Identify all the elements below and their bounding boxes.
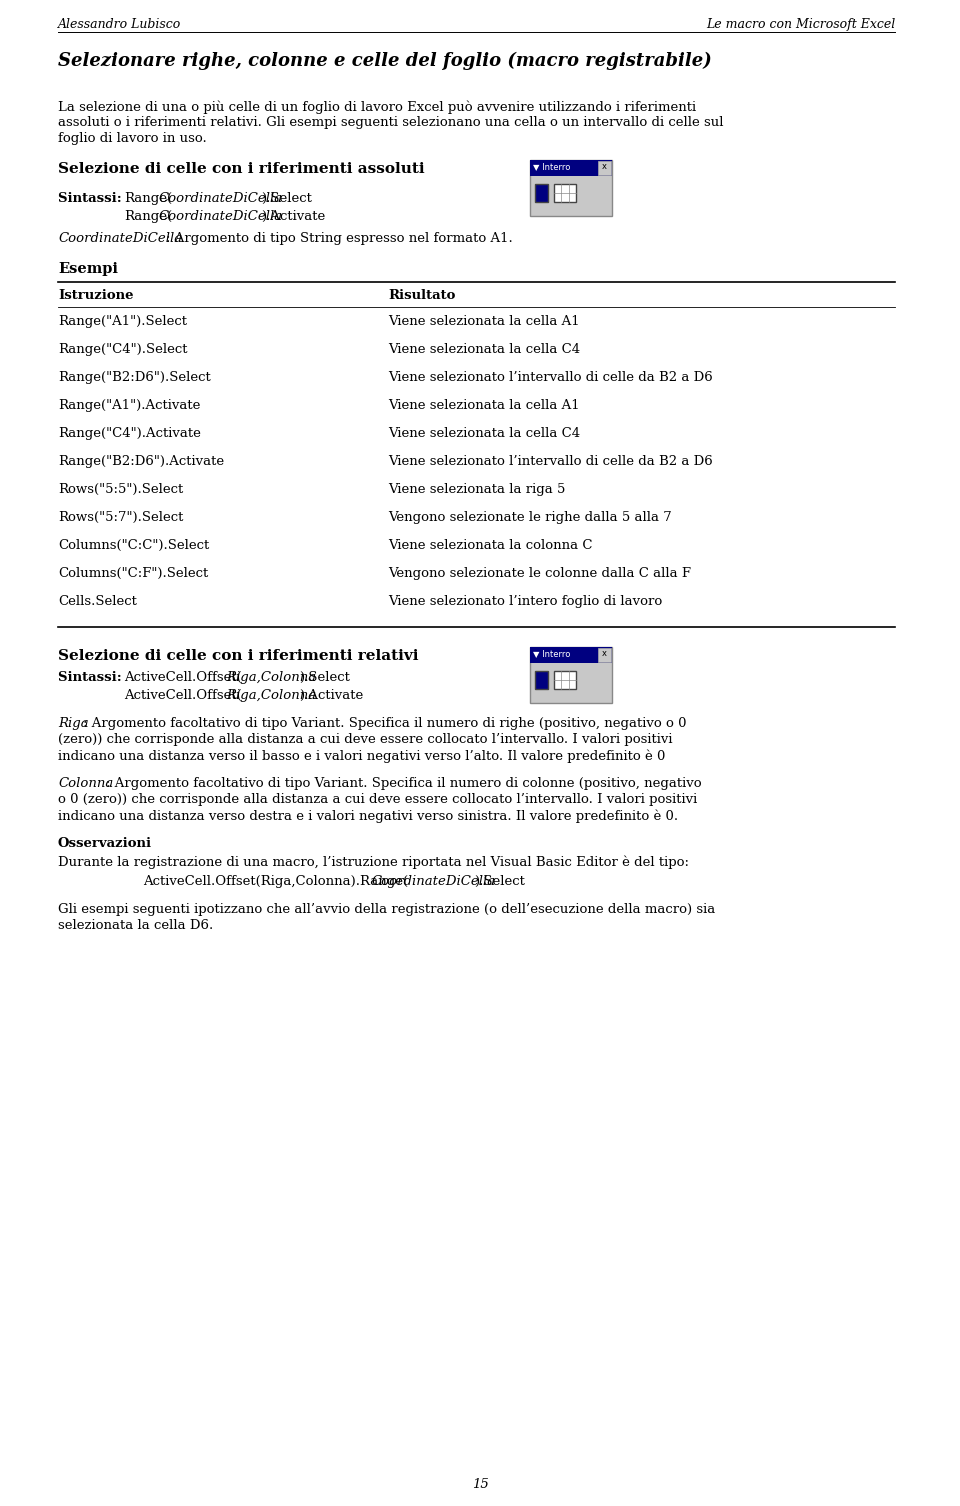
Text: Rows("5:7").Select: Rows("5:7").Select [58, 511, 183, 524]
Text: ▼ Interro: ▼ Interro [533, 649, 570, 658]
Text: Range("A1").Activate: Range("A1").Activate [58, 399, 201, 413]
Text: Viene selezionata la cella A1: Viene selezionata la cella A1 [388, 399, 580, 413]
Text: indicano una distanza verso destra e i valori negativi verso sinistra. Il valore: indicano una distanza verso destra e i v… [58, 809, 678, 822]
FancyBboxPatch shape [598, 161, 611, 175]
Text: Sintassi:: Sintassi: [58, 672, 131, 684]
Text: : Argomento facoltativo di tipo Variant. Specifica il numero di righe (positivo,: : Argomento facoltativo di tipo Variant.… [83, 717, 686, 730]
Text: Viene selezionata la cella C4: Viene selezionata la cella C4 [388, 343, 580, 355]
Text: Gli esempi seguenti ipotizzano che all’avvio della registrazione (o dell’esecuzi: Gli esempi seguenti ipotizzano che all’a… [58, 904, 715, 916]
Text: Sintassi:: Sintassi: [58, 191, 131, 205]
Text: Osservazioni: Osservazioni [58, 837, 152, 849]
Text: indicano una distanza verso il basso e i valori negativi verso l’alto. Il valore: indicano una distanza verso il basso e i… [58, 748, 665, 762]
Text: ▼ Interro: ▼ Interro [533, 163, 570, 172]
Text: o 0 (zero)) che corrisponde alla distanza a cui deve essere collocato l’interval: o 0 (zero)) che corrisponde alla distanz… [58, 794, 697, 806]
Text: ActiveCell.Offset(Riga,Colonna).Range(: ActiveCell.Offset(Riga,Colonna).Range( [143, 875, 408, 889]
Text: Durante la registrazione di una macro, l’istruzione riportata nel Visual Basic E: Durante la registrazione di una macro, l… [58, 855, 689, 869]
Text: selezionata la cella D6.: selezionata la cella D6. [58, 919, 213, 932]
FancyBboxPatch shape [530, 648, 612, 663]
Text: ActiveCell.Offset(: ActiveCell.Offset( [124, 672, 242, 684]
Text: ).Select: ).Select [474, 875, 525, 889]
Text: La selezione di una o più celle di un foglio di lavoro Excel può avvenire utiliz: La selezione di una o più celle di un fo… [58, 99, 696, 113]
Text: Viene selezionata la riga 5: Viene selezionata la riga 5 [388, 483, 565, 495]
FancyBboxPatch shape [530, 648, 612, 703]
Text: CoordinateDiCella: CoordinateDiCella [58, 232, 182, 245]
Text: Cells.Select: Cells.Select [58, 595, 137, 608]
FancyBboxPatch shape [598, 648, 611, 663]
Text: Colonna: Colonna [58, 777, 113, 791]
FancyBboxPatch shape [554, 184, 576, 202]
Text: Selezione di celle con i riferimenti assoluti: Selezione di celle con i riferimenti ass… [58, 163, 424, 176]
Text: Viene selezionata la colonna C: Viene selezionata la colonna C [388, 539, 592, 553]
Text: CoordinateDiCella: CoordinateDiCella [371, 875, 495, 889]
Text: : Argomento di tipo String espresso nel formato A1.: : Argomento di tipo String espresso nel … [166, 232, 513, 245]
Text: Istruzione: Istruzione [58, 289, 133, 303]
Text: ).Select: ).Select [261, 191, 312, 205]
Text: ).Activate: ).Activate [299, 690, 363, 702]
Text: (zero)) che corrisponde alla distanza a cui deve essere collocato l’intervallo. : (zero)) che corrisponde alla distanza a … [58, 733, 673, 745]
Text: foglio di lavoro in uso.: foglio di lavoro in uso. [58, 133, 206, 145]
Text: : Argomento facoltativo di tipo Variant. Specifica il numero di colonne (positiv: : Argomento facoltativo di tipo Variant.… [106, 777, 702, 791]
Text: Viene selezionato l’intervallo di celle da B2 a D6: Viene selezionato l’intervallo di celle … [388, 370, 712, 384]
Text: Range("A1").Select: Range("A1").Select [58, 315, 187, 328]
FancyBboxPatch shape [535, 184, 548, 202]
Text: Riga,Colonna: Riga,Colonna [226, 672, 316, 684]
Text: ActiveCell.Offset(: ActiveCell.Offset( [124, 690, 242, 702]
Text: Viene selezionata la cella A1: Viene selezionata la cella A1 [388, 315, 580, 328]
Text: Range("B2:D6").Activate: Range("B2:D6").Activate [58, 455, 224, 468]
Text: Columns("C:F").Select: Columns("C:F").Select [58, 566, 208, 580]
FancyBboxPatch shape [530, 160, 612, 215]
Text: Vengono selezionate le righe dalla 5 alla 7: Vengono selezionate le righe dalla 5 all… [388, 511, 672, 524]
Text: ).Select: ).Select [299, 672, 349, 684]
Text: 15: 15 [471, 1477, 489, 1491]
Text: Columns("C:C").Select: Columns("C:C").Select [58, 539, 209, 553]
Text: x: x [602, 649, 607, 658]
Text: Vengono selezionate le colonne dalla C alla F: Vengono selezionate le colonne dalla C a… [388, 566, 691, 580]
Text: x: x [602, 163, 607, 172]
Text: Range("C4").Select: Range("C4").Select [58, 343, 187, 355]
FancyBboxPatch shape [535, 672, 548, 690]
Text: Range("B2:D6").Select: Range("B2:D6").Select [58, 370, 211, 384]
Text: Alessandro Lubisco: Alessandro Lubisco [58, 18, 181, 32]
Text: Range(: Range( [124, 191, 172, 205]
Text: CoordinateDiCella: CoordinateDiCella [158, 191, 282, 205]
Text: Selezione di celle con i riferimenti relativi: Selezione di celle con i riferimenti rel… [58, 649, 419, 663]
Text: Risultato: Risultato [388, 289, 455, 303]
Text: Rows("5:5").Select: Rows("5:5").Select [58, 483, 183, 495]
Text: Range(: Range( [124, 209, 172, 223]
Text: Esempi: Esempi [58, 262, 118, 276]
Text: Range("C4").Activate: Range("C4").Activate [58, 428, 201, 440]
Text: Viene selezionata la cella C4: Viene selezionata la cella C4 [388, 428, 580, 440]
Text: assoluti o i riferimenti relativi. Gli esempi seguenti selezionano una cella o u: assoluti o i riferimenti relativi. Gli e… [58, 116, 724, 130]
Text: Le macro con Microsoft Excel: Le macro con Microsoft Excel [706, 18, 895, 32]
Text: Riga,Colonna: Riga,Colonna [226, 690, 316, 702]
Text: Viene selezionato l’intervallo di celle da B2 a D6: Viene selezionato l’intervallo di celle … [388, 455, 712, 468]
FancyBboxPatch shape [554, 672, 576, 690]
FancyBboxPatch shape [530, 160, 612, 176]
Text: Riga: Riga [58, 717, 88, 730]
Text: Selezionare righe, colonne e celle del foglio (macro registrabile): Selezionare righe, colonne e celle del f… [58, 53, 711, 71]
Text: Viene selezionato l’intero foglio di lavoro: Viene selezionato l’intero foglio di lav… [388, 595, 662, 608]
Text: ).Activate: ).Activate [261, 209, 325, 223]
Text: CoordinateDiCella: CoordinateDiCella [158, 209, 282, 223]
